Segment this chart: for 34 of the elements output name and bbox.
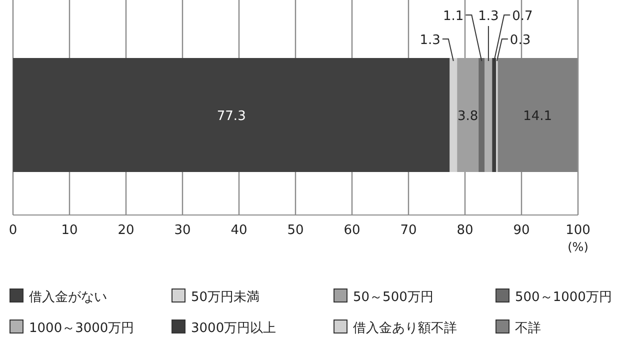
x-tick-label: 0 — [8, 223, 18, 238]
x-tick-label: 90 — [513, 223, 530, 238]
data-label: 1.3 — [478, 9, 499, 24]
legend-label: 1000～3000万円 — [29, 321, 134, 336]
legend-label: 不詳 — [515, 321, 541, 336]
data-label: 3.8 — [457, 109, 478, 124]
x-tick-label: 50 — [287, 223, 304, 238]
data-label: 0.3 — [510, 33, 531, 48]
bar — [484, 58, 492, 172]
legend-label: 借入金あり額不詳 — [353, 321, 457, 336]
x-tick-label: 60 — [344, 223, 360, 238]
bar — [478, 58, 485, 172]
x-tick-label: 70 — [400, 223, 417, 238]
bar — [492, 58, 496, 172]
data-label: 0.7 — [512, 9, 533, 24]
legend-label: 3000万円以上 — [191, 321, 276, 336]
legend-label: 500～1000万円 — [515, 290, 612, 305]
bar — [13, 58, 450, 172]
x-tick-label: 80 — [456, 223, 474, 238]
x-tick-label: 10 — [61, 223, 78, 238]
bar — [450, 58, 458, 172]
data-label: 1.1 — [442, 9, 464, 24]
x-tick-label: 40 — [230, 223, 248, 238]
x-axis-title: (%) — [568, 240, 588, 254]
legend-label: 借入金がない — [29, 290, 107, 305]
legend-label: 50万円未満 — [191, 290, 260, 305]
data-label: 77.3 — [216, 109, 246, 124]
legend-label: 50～500万円 — [353, 290, 434, 305]
data-label: 1.3 — [420, 33, 440, 48]
x-tick-label: 30 — [174, 223, 191, 238]
data-label: 14.1 — [523, 109, 552, 124]
x-tick-label: 100 — [566, 223, 590, 238]
x-tick-label: 20 — [118, 223, 134, 238]
bar — [457, 58, 479, 172]
